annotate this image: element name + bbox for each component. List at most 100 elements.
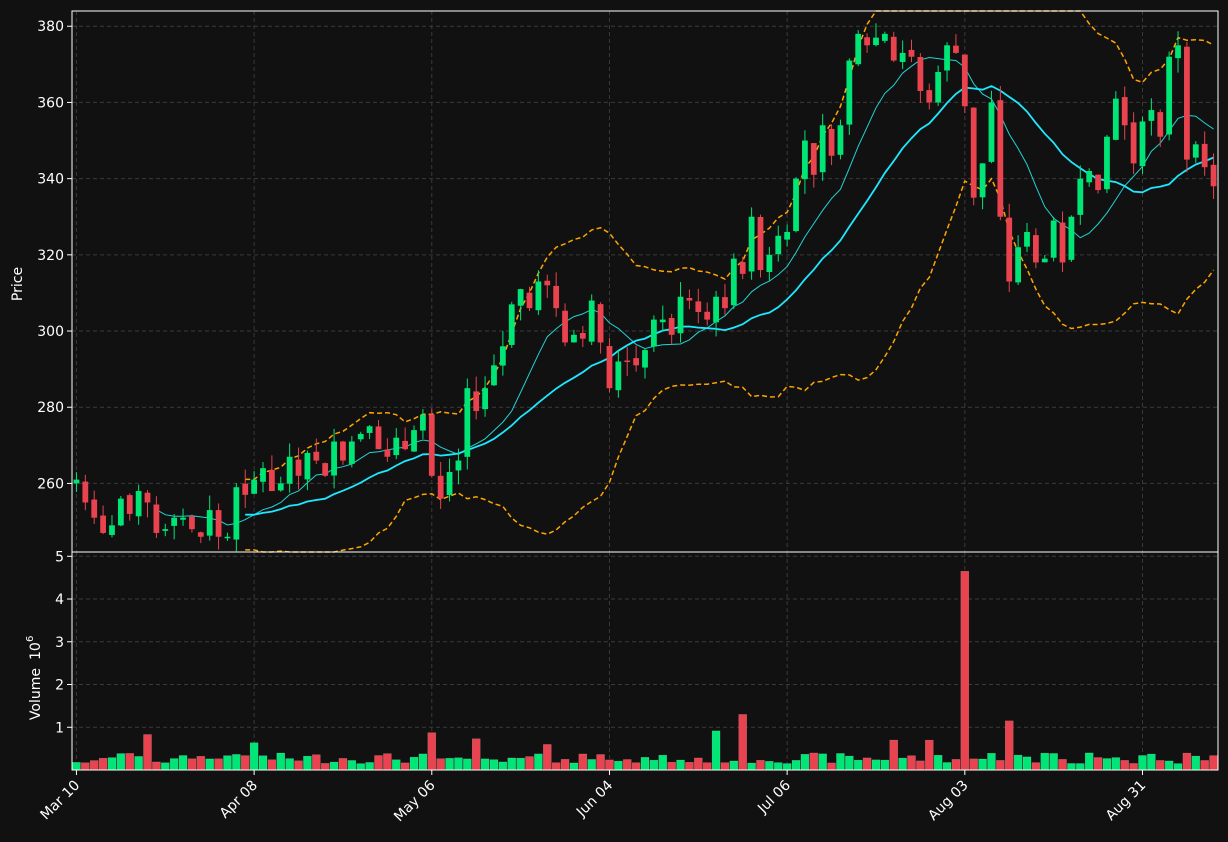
- candle-body: [411, 430, 417, 452]
- volume-bar: [427, 732, 437, 771]
- volume-bar: [187, 758, 197, 771]
- volume-bar: [756, 760, 765, 771]
- volume-bar: [81, 762, 90, 771]
- candle-body: [597, 304, 604, 343]
- candle-body: [793, 178, 799, 232]
- volume-bar: [169, 758, 179, 771]
- volume-bar: [1084, 752, 1094, 771]
- volume-bar: [782, 763, 792, 771]
- volume-bar: [258, 755, 268, 771]
- volume-bar: [303, 755, 312, 771]
- price-tick-label: 280: [37, 400, 64, 416]
- candle-body: [304, 452, 311, 480]
- volume-bar: [765, 761, 774, 771]
- volume-bar: [285, 758, 294, 771]
- volume-bar: [596, 754, 605, 771]
- candle-body: [446, 471, 453, 496]
- candle-body: [1095, 174, 1101, 191]
- candle-body: [153, 504, 160, 533]
- volume-bar: [1200, 760, 1209, 771]
- volume-bar: [1022, 756, 1032, 771]
- volume-bar: [205, 758, 214, 771]
- candle-body: [126, 495, 133, 514]
- volume-bar: [498, 761, 508, 771]
- candle-body: [1050, 220, 1057, 258]
- price-axis-label: Price: [10, 267, 26, 301]
- volume-bar: [232, 754, 241, 771]
- x-tick-label: Aug 03: [925, 778, 971, 824]
- candle-body: [864, 37, 870, 46]
- candle-body: [268, 469, 275, 492]
- volume-bar: [267, 759, 277, 771]
- volume-bar: [702, 762, 712, 771]
- candle-body: [1041, 258, 1048, 263]
- price-tick-label: 360: [37, 95, 64, 111]
- candle-body: [286, 456, 293, 484]
- candle-body: [242, 483, 249, 495]
- volume-bar: [960, 570, 970, 771]
- volume-bar: [729, 760, 739, 771]
- volume-bar: [1013, 754, 1023, 771]
- candle-body: [233, 487, 240, 540]
- price-tick-labels: 260 280 300 320 340 360 380: [37, 19, 72, 492]
- candle-body: [908, 49, 915, 57]
- candle-body: [677, 296, 684, 334]
- candle-body: [393, 437, 400, 456]
- candle-body: [100, 515, 106, 533]
- volume-bar: [480, 758, 490, 771]
- candle-body: [1210, 164, 1217, 187]
- volume-bar: [711, 730, 721, 771]
- candle-body: [944, 45, 950, 71]
- volume-bar: [987, 753, 996, 771]
- candle-body: [1121, 97, 1128, 126]
- volume-bar: [392, 759, 401, 771]
- candle-body: [215, 510, 222, 537]
- volume-bar: [836, 753, 845, 771]
- candle-body: [535, 281, 542, 311]
- price-tick-label: 380: [37, 19, 64, 35]
- volume-label-text: Volume: [28, 668, 44, 720]
- candle-body: [615, 361, 622, 391]
- volume-bar: [969, 758, 978, 771]
- candle-body: [517, 289, 524, 306]
- volume-bar: [694, 757, 703, 771]
- x-tick-label: May 06: [391, 777, 439, 825]
- candle-body: [757, 217, 764, 271]
- candle-body: [144, 492, 151, 503]
- candle-body: [1015, 247, 1022, 283]
- candle-body: [695, 301, 702, 312]
- candle-body: [455, 460, 462, 471]
- volume-bar: [223, 755, 232, 771]
- candle-body: [180, 517, 186, 520]
- candle-body: [473, 391, 480, 412]
- volume-bar: [605, 759, 614, 771]
- volume-bar: [89, 760, 99, 771]
- price-plot-area: [72, 11, 1218, 552]
- volume-bar: [685, 762, 694, 771]
- candle-body: [588, 300, 595, 342]
- volume-bar: [214, 758, 223, 771]
- candle-body: [766, 254, 773, 273]
- volume-bar: [1040, 752, 1050, 771]
- candle-body: [606, 346, 613, 389]
- volume-bar: [1129, 763, 1138, 771]
- volume-bar: [720, 762, 730, 771]
- candle-body: [1175, 45, 1181, 59]
- volume-bar: [134, 756, 143, 771]
- x-tick-label: Jun 04: [573, 777, 616, 820]
- volume-bar: [925, 739, 934, 771]
- candle-body: [855, 33, 862, 65]
- candle-body: [713, 296, 719, 323]
- volume-bars: [72, 570, 1218, 771]
- candle-body: [571, 334, 577, 343]
- volume-bar: [1147, 753, 1156, 771]
- volume-bar: [658, 754, 668, 771]
- volume-bar: [436, 758, 445, 771]
- volume-unit-base: 10: [28, 642, 44, 660]
- candle-body: [1032, 235, 1039, 263]
- candle-body: [881, 33, 888, 41]
- candle-body: [784, 231, 791, 240]
- volume-bar: [676, 759, 685, 771]
- price-tick-label: 340: [37, 172, 64, 188]
